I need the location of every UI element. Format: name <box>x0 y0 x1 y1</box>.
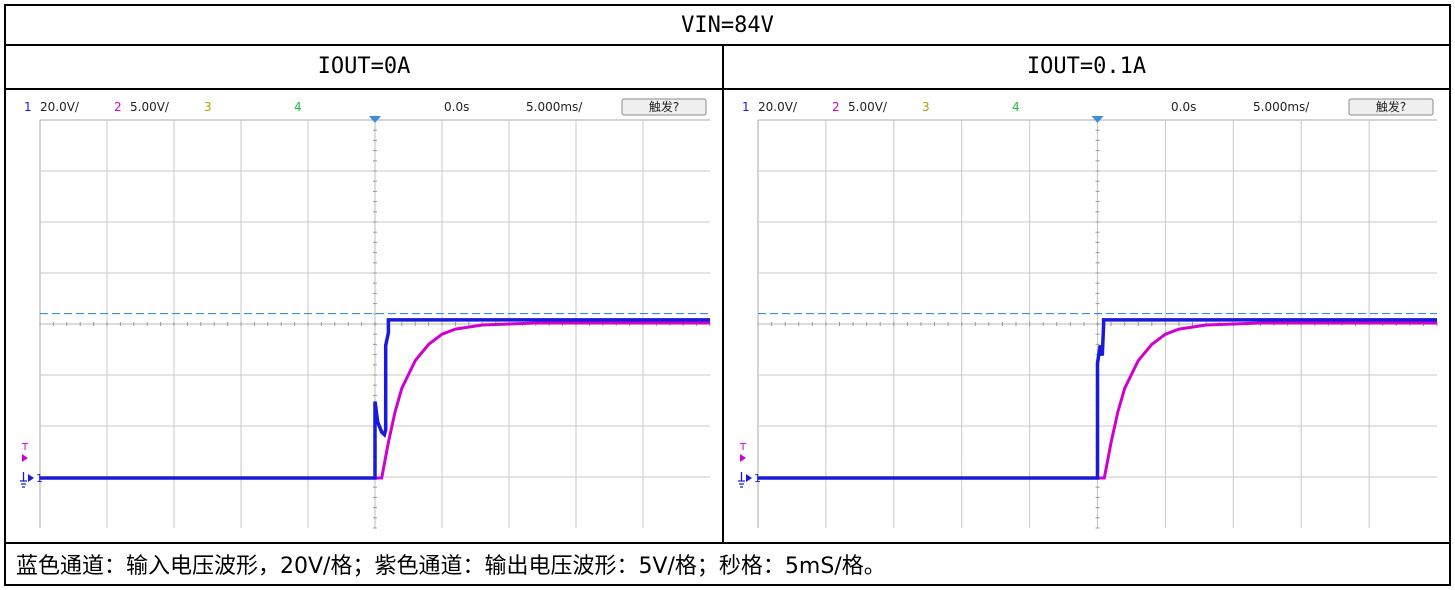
table-title: VIN=84V <box>6 6 1449 46</box>
ch1-ground-arrow <box>28 474 34 483</box>
caption: 蓝色通道：输入电压波形，20V/格；紫色通道：输出电压波形：5V/格；秒格：5m… <box>6 542 1449 584</box>
series-ch1-input-voltage <box>40 318 710 480</box>
trigger-level-arrow <box>740 454 746 463</box>
ch1-scale: 20.0V/ <box>758 100 798 114</box>
ch2-number: 2 <box>832 100 840 114</box>
ch3-number: 3 <box>204 100 212 114</box>
time-position: 0.0s <box>1171 100 1196 114</box>
results-table: VIN=84V IOUT=0A IOUT=0.1A 1 20.0V/2 5.00V/… <box>4 4 1451 586</box>
ch1-number: 1 <box>24 100 32 114</box>
series-ch1-input-voltage <box>758 318 1437 480</box>
trigger-position-marker <box>1091 116 1104 123</box>
ch1-number: 1 <box>742 100 750 114</box>
ground-icon <box>738 472 745 488</box>
ch1-ground-arrow <box>746 474 752 483</box>
left-markers: T1 <box>20 442 43 488</box>
trigger-marker-label: T <box>739 442 747 453</box>
ground-icon <box>20 472 27 488</box>
scope-header: 1 20.0V/2 5.00V/3 4 0.0s 5.000ms/触发? <box>24 98 707 116</box>
trigger-button-label: 触发? <box>649 99 679 114</box>
oscilloscope-left: 1 20.0V/2 5.00V/3 4 0.0s 5.000ms/触发?T1 <box>20 98 711 529</box>
trigger-level-arrow <box>22 454 28 463</box>
right-column-header: IOUT=0.1A <box>724 44 1449 90</box>
ch4-number: 4 <box>294 100 302 114</box>
trigger-button <box>621 98 707 116</box>
time-scale: 5.000ms/ <box>526 100 583 114</box>
oscilloscope-right: 1 20.0V/2 5.00V/3 4 0.0s 5.000ms/触发?T1 <box>738 98 1438 529</box>
trigger-button-label: 触发? <box>1376 99 1406 114</box>
ch2-scale: 5.00V/ <box>130 100 170 114</box>
time-scale: 5.000ms/ <box>1253 100 1310 114</box>
trigger-marker-label: T <box>21 442 29 453</box>
scope-right: 1 20.0V/2 5.00V/3 4 0.0s 5.000ms/触发? T 1 <box>736 98 1441 532</box>
ch1-ground-label: 1 <box>754 472 761 485</box>
scope-header: 1 20.0V/2 5.00V/3 4 0.0s 5.000ms/触发? <box>742 98 1434 116</box>
ch1-scale: 20.0V/ <box>40 100 80 114</box>
column-divider <box>722 90 724 542</box>
ch2-number: 2 <box>114 100 122 114</box>
series-ch2-output-voltage <box>40 321 710 480</box>
trigger-position-marker <box>369 116 381 123</box>
plot-area <box>39 119 711 529</box>
time-position: 0.0s <box>444 100 469 114</box>
trigger-button <box>1348 98 1434 116</box>
ch1-ground-label: 1 <box>36 472 43 485</box>
series-ch2-output-voltage <box>758 321 1437 480</box>
scope-left: 1 20.0V/2 5.00V/3 4 0.0s 5.000ms/触发? T 1 <box>18 98 714 532</box>
ch4-number: 4 <box>1012 100 1020 114</box>
ch2-scale: 5.00V/ <box>848 100 888 114</box>
left-markers: T1 <box>738 442 761 488</box>
plot-area <box>757 119 1438 529</box>
left-column-header: IOUT=0A <box>6 44 724 90</box>
ch3-number: 3 <box>922 100 930 114</box>
